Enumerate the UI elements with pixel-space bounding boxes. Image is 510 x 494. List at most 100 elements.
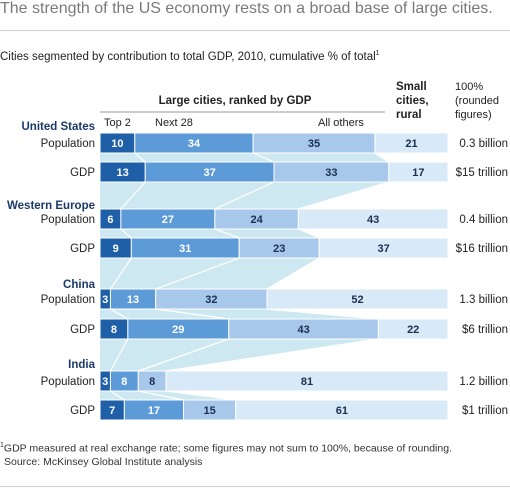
bar-segment <box>374 132 449 154</box>
bar-value-label: 37 <box>203 167 215 179</box>
connector-line <box>109 257 132 290</box>
bar-segment <box>318 237 449 259</box>
bar-value-label: 33 <box>325 167 337 179</box>
bar-value-label: 8 <box>121 376 127 388</box>
header-small-cities-line: cities, <box>396 95 429 107</box>
connector-line <box>266 308 379 320</box>
connector-band <box>100 339 379 371</box>
region-label: China <box>63 279 96 291</box>
header-total-line: 100% <box>455 81 483 93</box>
connector-line <box>298 181 390 210</box>
row-label: GDP <box>70 405 95 417</box>
row-label: Population <box>41 294 95 306</box>
headline: The strength of the US economy rests on … <box>0 0 493 17</box>
bar-value-label: 17 <box>148 405 160 417</box>
connector-line <box>134 152 146 163</box>
connector-bands <box>100 152 390 401</box>
bar-value-label: 34 <box>188 138 201 150</box>
row-label: Population <box>41 138 95 150</box>
bar-value-label: 43 <box>297 324 309 336</box>
connector-line <box>374 152 390 163</box>
header-small-cities-line: Small <box>396 81 427 93</box>
top-divider <box>0 30 510 31</box>
row-total: $6 trillion <box>462 324 508 336</box>
connector-line <box>214 228 240 239</box>
row-total: 0.4 billion <box>459 214 508 226</box>
bar-segment <box>297 208 449 230</box>
bar-segment <box>266 288 449 310</box>
row-total: 1.3 billion <box>459 294 508 306</box>
row-total: $16 trillion <box>456 243 508 255</box>
bar-value-label: 29 <box>172 324 184 336</box>
connector-line <box>138 390 184 401</box>
connector-band <box>100 229 320 238</box>
footnote: 1GDP measured at real exchange rate; som… <box>0 442 452 455</box>
bar-value-label: 23 <box>273 243 285 255</box>
region-label: United States <box>22 121 96 133</box>
bar-value-label: 31 <box>179 243 191 255</box>
connector-line <box>120 181 146 210</box>
bottom-divider <box>0 486 510 487</box>
connector-line <box>252 152 275 163</box>
connector-line <box>166 338 379 372</box>
bar-value-label: 24 <box>250 214 263 226</box>
row-label: GDP <box>70 167 95 179</box>
connector-line <box>120 228 132 239</box>
source-note: Source: McKinsey Global Institute analys… <box>4 456 203 468</box>
bar-value-label: 8 <box>149 376 155 388</box>
bar-value-label: 81 <box>301 376 313 388</box>
bar-segment <box>388 161 449 183</box>
connector-line <box>155 308 229 320</box>
footnote-text: GDP measured at real exchange rate; some… <box>3 442 452 455</box>
connector-line <box>155 257 240 290</box>
header-large-cities: Large cities, ranked by GDP <box>159 95 312 107</box>
bar-value-label: 22 <box>407 324 419 336</box>
bar-segment <box>377 318 449 340</box>
row-total: 0.3 billion <box>459 138 508 150</box>
connector-band <box>100 153 389 162</box>
connector-line <box>110 308 129 320</box>
connector-band <box>100 258 320 289</box>
bar-value-label: 52 <box>351 294 363 306</box>
chart-labels: Large cities, ranked by GDP Small cities, r… <box>7 81 508 417</box>
row-label: GDP <box>70 324 95 336</box>
row-label: Population <box>41 214 95 226</box>
connector-line <box>298 228 320 239</box>
bar-value-label: 35 <box>308 138 320 150</box>
bar-value-label: 61 <box>336 405 348 417</box>
bar-segment <box>165 370 449 392</box>
header-small-cities-line: rural <box>396 109 422 121</box>
bar-value-label: 9 <box>113 243 119 255</box>
row-label: Population <box>41 376 95 388</box>
bar-value-label: 15 <box>203 405 215 417</box>
bar-value-label: 17 <box>412 167 424 179</box>
row-total: $15 trillion <box>456 167 508 179</box>
row-total: $1 trillion <box>462 405 508 417</box>
segment-header: All others <box>318 117 364 129</box>
connector-line <box>109 338 129 372</box>
region-label: India <box>68 359 95 371</box>
bar-value-label: 8 <box>111 324 117 336</box>
bar-value-label: 43 <box>367 214 379 226</box>
connector-line <box>214 181 275 210</box>
segment-header: Next 28 <box>155 117 193 129</box>
bar-value-label: 3 <box>102 376 108 388</box>
chart-subtitle: Cities segmented by contribution to tota… <box>0 50 380 63</box>
header-total-line: figures) <box>455 109 492 121</box>
header-total-line: (rounded <box>455 95 499 107</box>
bar-value-label: 21 <box>405 138 417 150</box>
connector-line <box>166 390 236 401</box>
bar-segment <box>235 399 449 421</box>
bar-value-label: 13 <box>127 294 139 306</box>
connector-line <box>266 257 320 290</box>
row-label: GDP <box>70 243 95 255</box>
bar-value-label: 13 <box>116 167 128 179</box>
bar-value-label: 6 <box>107 214 113 226</box>
subtitle-text: Cities segmented by contribution to tota… <box>0 50 376 63</box>
segment-header: Top 2 <box>104 117 131 129</box>
bar-value-label: 7 <box>109 405 115 417</box>
subtitle-footnote-mark: 1 <box>375 50 380 57</box>
bar-value-label: 3 <box>102 294 108 306</box>
